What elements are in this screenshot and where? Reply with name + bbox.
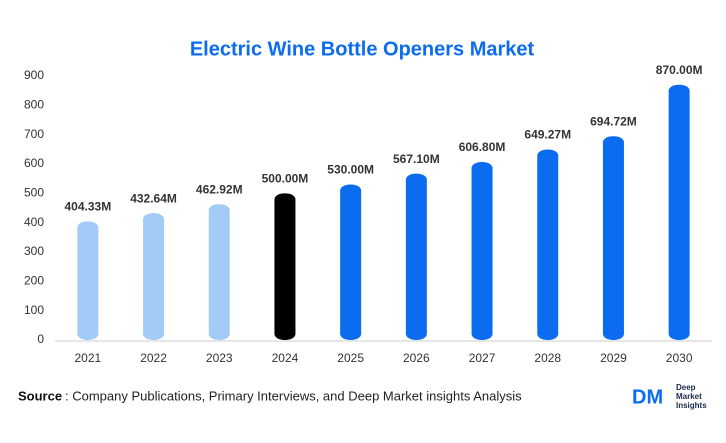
x-tick-label: 2029 <box>600 351 627 365</box>
value-label: 649.27M <box>524 128 571 142</box>
chart-title: Electric Wine Bottle Openers Market <box>190 38 535 60</box>
bar <box>208 204 230 340</box>
y-tick-label: 500 <box>24 186 44 200</box>
x-tick-label: 2025 <box>337 351 364 365</box>
value-label: 462.92M <box>196 182 243 196</box>
bar <box>274 193 296 340</box>
value-label: 606.80M <box>459 140 506 154</box>
bar <box>668 84 690 340</box>
value-label: 694.72M <box>590 114 637 128</box>
y-tick-label: 800 <box>24 98 44 112</box>
y-tick-label: 100 <box>24 303 44 317</box>
source-text: : Company Publications, Primary Intervie… <box>65 388 522 403</box>
bar <box>602 136 624 340</box>
y-tick-label: 900 <box>24 68 44 82</box>
logo-mark: DM <box>632 386 663 408</box>
bar <box>537 149 559 340</box>
value-label: 404.33M <box>64 200 111 214</box>
value-label: 567.10M <box>393 152 440 166</box>
bar <box>77 221 99 340</box>
x-tick-label: 2028 <box>534 351 561 365</box>
x-tick-label: 2023 <box>206 351 233 365</box>
x-tick-label: 2024 <box>272 351 299 365</box>
y-tick-label: 600 <box>24 156 44 170</box>
y-tick-label: 200 <box>24 274 44 288</box>
x-tick-label: 2030 <box>666 351 693 365</box>
x-tick-label: 2027 <box>469 351 496 365</box>
logo-text: Deep <box>676 383 696 392</box>
value-label: 530.00M <box>327 163 374 177</box>
x-tick-label: 2021 <box>74 351 101 365</box>
bar <box>143 213 165 340</box>
x-tick-label: 2026 <box>403 351 430 365</box>
y-tick-label: 700 <box>24 127 44 141</box>
source-label: Source <box>18 388 62 403</box>
logo-text: Insights <box>676 401 707 410</box>
y-tick-label: 300 <box>24 244 44 258</box>
value-label: 432.64M <box>130 191 177 205</box>
x-tick-label: 2022 <box>140 351 167 365</box>
y-tick-label: 0 <box>37 332 44 346</box>
logo-text: Market <box>676 392 702 401</box>
value-label: 500.00M <box>262 172 309 186</box>
bar <box>340 184 362 340</box>
value-label: 870.00M <box>656 63 703 77</box>
bar <box>405 173 427 340</box>
bar <box>471 162 493 340</box>
y-tick-label: 400 <box>24 215 44 229</box>
